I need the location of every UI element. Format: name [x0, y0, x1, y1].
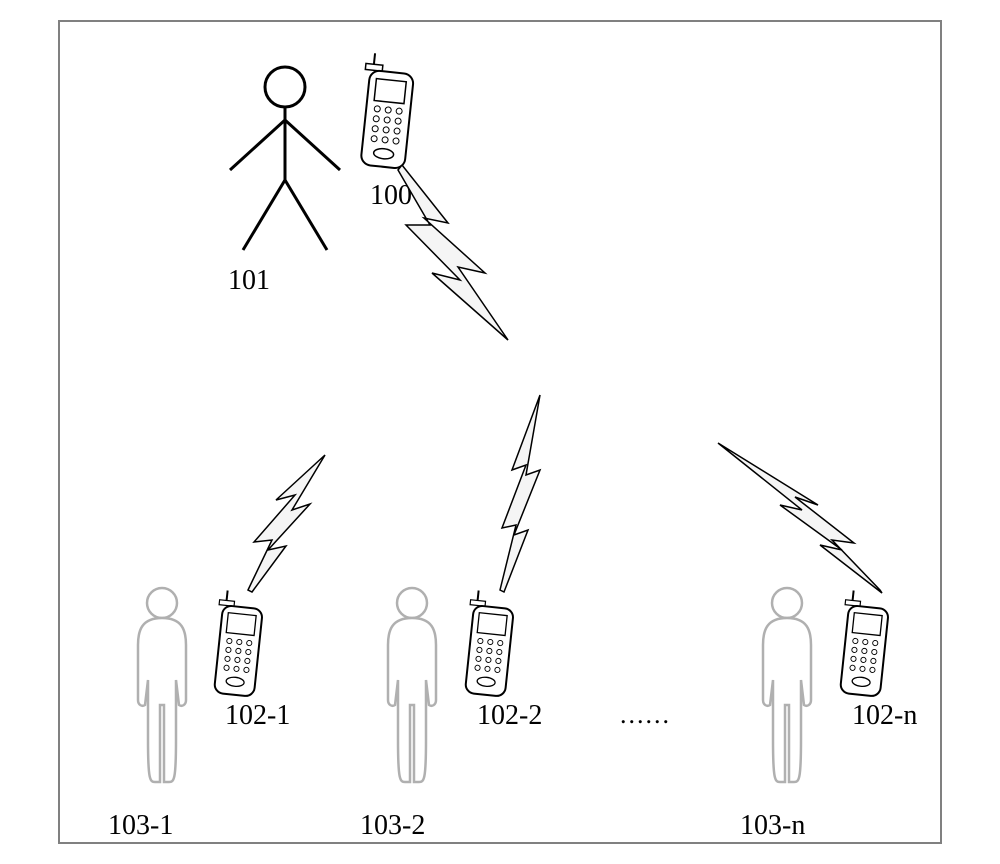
signal-icon: [390, 165, 520, 345]
ellipsis: ......: [620, 700, 671, 730]
phone-icon: [463, 590, 518, 700]
label-103-n: 103-n: [740, 810, 805, 842]
phone-icon: [358, 52, 418, 172]
stick-figure-icon: [215, 65, 355, 255]
label-102-n: 102-n: [852, 700, 917, 732]
label-101: 101: [228, 265, 270, 297]
label-103-2: 103-2: [360, 810, 425, 842]
person-outline-icon: [745, 585, 830, 785]
person-outline-icon: [370, 585, 455, 785]
label-103-1: 103-1: [108, 810, 173, 842]
label-102-1: 102-1: [225, 700, 290, 732]
phone-icon: [838, 590, 893, 700]
signal-icon: [710, 435, 885, 595]
person-outline-icon: [120, 585, 205, 785]
label-102-2: 102-2: [477, 700, 542, 732]
signal-icon: [490, 390, 550, 595]
signal-icon: [240, 450, 335, 595]
phone-icon: [212, 590, 267, 700]
